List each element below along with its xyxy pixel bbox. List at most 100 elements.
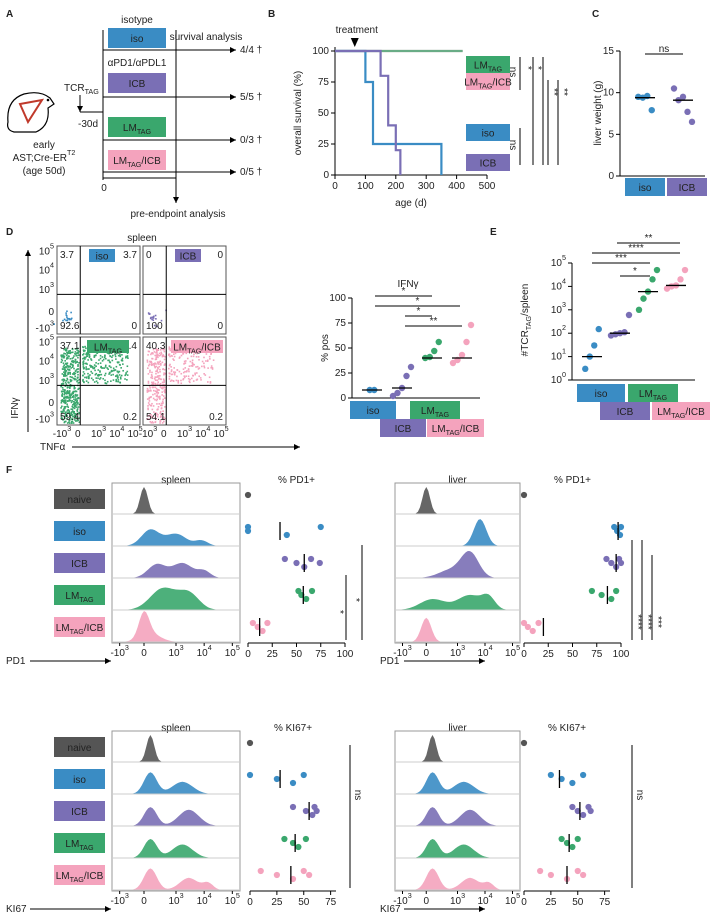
group-label: LMTAG/ICB	[432, 424, 480, 438]
event-dot	[162, 383, 165, 386]
event-dot	[159, 374, 161, 377]
event-dot	[153, 364, 156, 367]
group-label-box	[466, 73, 510, 90]
event-dot	[73, 373, 75, 375]
x-axis-label: age (d)	[395, 198, 427, 209]
text-part: survival analysis	[170, 32, 243, 43]
event-dot	[72, 400, 75, 403]
event-dot	[53, 323, 55, 325]
group-label: LMTAG	[639, 389, 668, 403]
text-part: αPD1/αPDL1	[108, 58, 167, 69]
event-dot	[149, 371, 151, 373]
group-label-box	[54, 521, 105, 541]
event-dot	[74, 362, 77, 364]
event-dot	[148, 396, 151, 399]
event-dot	[180, 372, 183, 375]
event-dot	[146, 398, 149, 400]
event-dot	[154, 382, 157, 385]
dot	[463, 338, 470, 346]
event-dot	[77, 363, 79, 366]
event-dot	[157, 388, 160, 391]
event-dot	[63, 391, 66, 394]
event-dot	[164, 406, 166, 408]
event-dot	[121, 357, 124, 360]
text-part: overall survival (%)	[293, 71, 304, 155]
text-part: LM	[65, 591, 79, 602]
quadrant-value: 3.7	[60, 250, 74, 261]
event-dot	[189, 381, 191, 384]
dot	[289, 803, 297, 811]
group-label: LMTAG	[94, 342, 123, 356]
event-dot	[164, 386, 166, 389]
x-tick-label: -103	[53, 424, 71, 439]
event-dot	[119, 381, 122, 384]
event-dot	[62, 366, 65, 368]
hist-tick-label: -103	[110, 643, 128, 658]
event-dot	[74, 390, 77, 392]
text-part: 50	[567, 649, 579, 660]
event-dot	[78, 403, 81, 406]
dot	[653, 266, 661, 274]
event-dot	[74, 372, 77, 375]
text-part: **	[645, 233, 653, 244]
text-part: /ICB	[84, 871, 104, 882]
histogram	[395, 839, 520, 858]
text-part: 10	[177, 429, 189, 440]
event-dot	[74, 414, 77, 417]
dot	[467, 321, 475, 329]
event-dot	[102, 367, 104, 369]
event-dot	[158, 403, 161, 405]
y-tick-label: 0	[608, 171, 614, 182]
event-dot	[99, 377, 102, 379]
event-dot	[152, 386, 155, 389]
event-dot	[85, 380, 88, 382]
event-dot	[69, 350, 71, 352]
hist-tick-label: 0	[423, 648, 429, 659]
event-dot	[150, 352, 153, 355]
event-dot	[153, 351, 156, 353]
dot	[281, 555, 288, 563]
text-part: 10	[477, 648, 489, 659]
event-dot	[63, 421, 66, 423]
event-dot	[148, 390, 150, 392]
event-dot	[168, 375, 171, 378]
event-dot	[77, 356, 79, 359]
group-label: naive	[68, 495, 92, 506]
event-dot	[70, 362, 72, 365]
event-dot	[151, 421, 154, 423]
event-dot	[68, 318, 71, 321]
event-dot	[125, 372, 127, 374]
text-part: #TCR	[520, 330, 531, 356]
event-dot	[205, 360, 207, 362]
event-dot	[60, 358, 63, 361]
event-dot	[115, 365, 118, 368]
text-part: naive	[68, 495, 92, 506]
significance-label: **	[645, 233, 653, 244]
event-dot	[155, 395, 158, 397]
event-dot	[191, 362, 194, 365]
text-part: TAG	[70, 627, 85, 636]
dot	[684, 108, 691, 116]
event-dot	[101, 360, 104, 362]
event-dot	[64, 373, 67, 376]
event-dot	[62, 388, 64, 391]
x-tick-label: 103	[91, 424, 106, 439]
event-dot	[95, 372, 98, 375]
event-dot	[185, 352, 188, 355]
chart-title: % KI67+	[548, 723, 586, 734]
event-dot	[208, 355, 211, 358]
event-dot	[153, 315, 155, 318]
event-dot	[148, 418, 150, 420]
event-dot	[62, 362, 65, 364]
dot	[316, 559, 323, 567]
event-dot	[78, 421, 81, 423]
x-tick-label: 75	[325, 897, 337, 908]
dot	[603, 555, 610, 563]
event-dot	[147, 415, 150, 417]
event-dot	[78, 387, 80, 390]
text-part: 0	[247, 897, 253, 908]
y-tick-label: 102	[551, 324, 566, 339]
event-dot	[70, 317, 73, 320]
event-dot	[156, 369, 158, 372]
text-part: 0	[245, 649, 251, 660]
